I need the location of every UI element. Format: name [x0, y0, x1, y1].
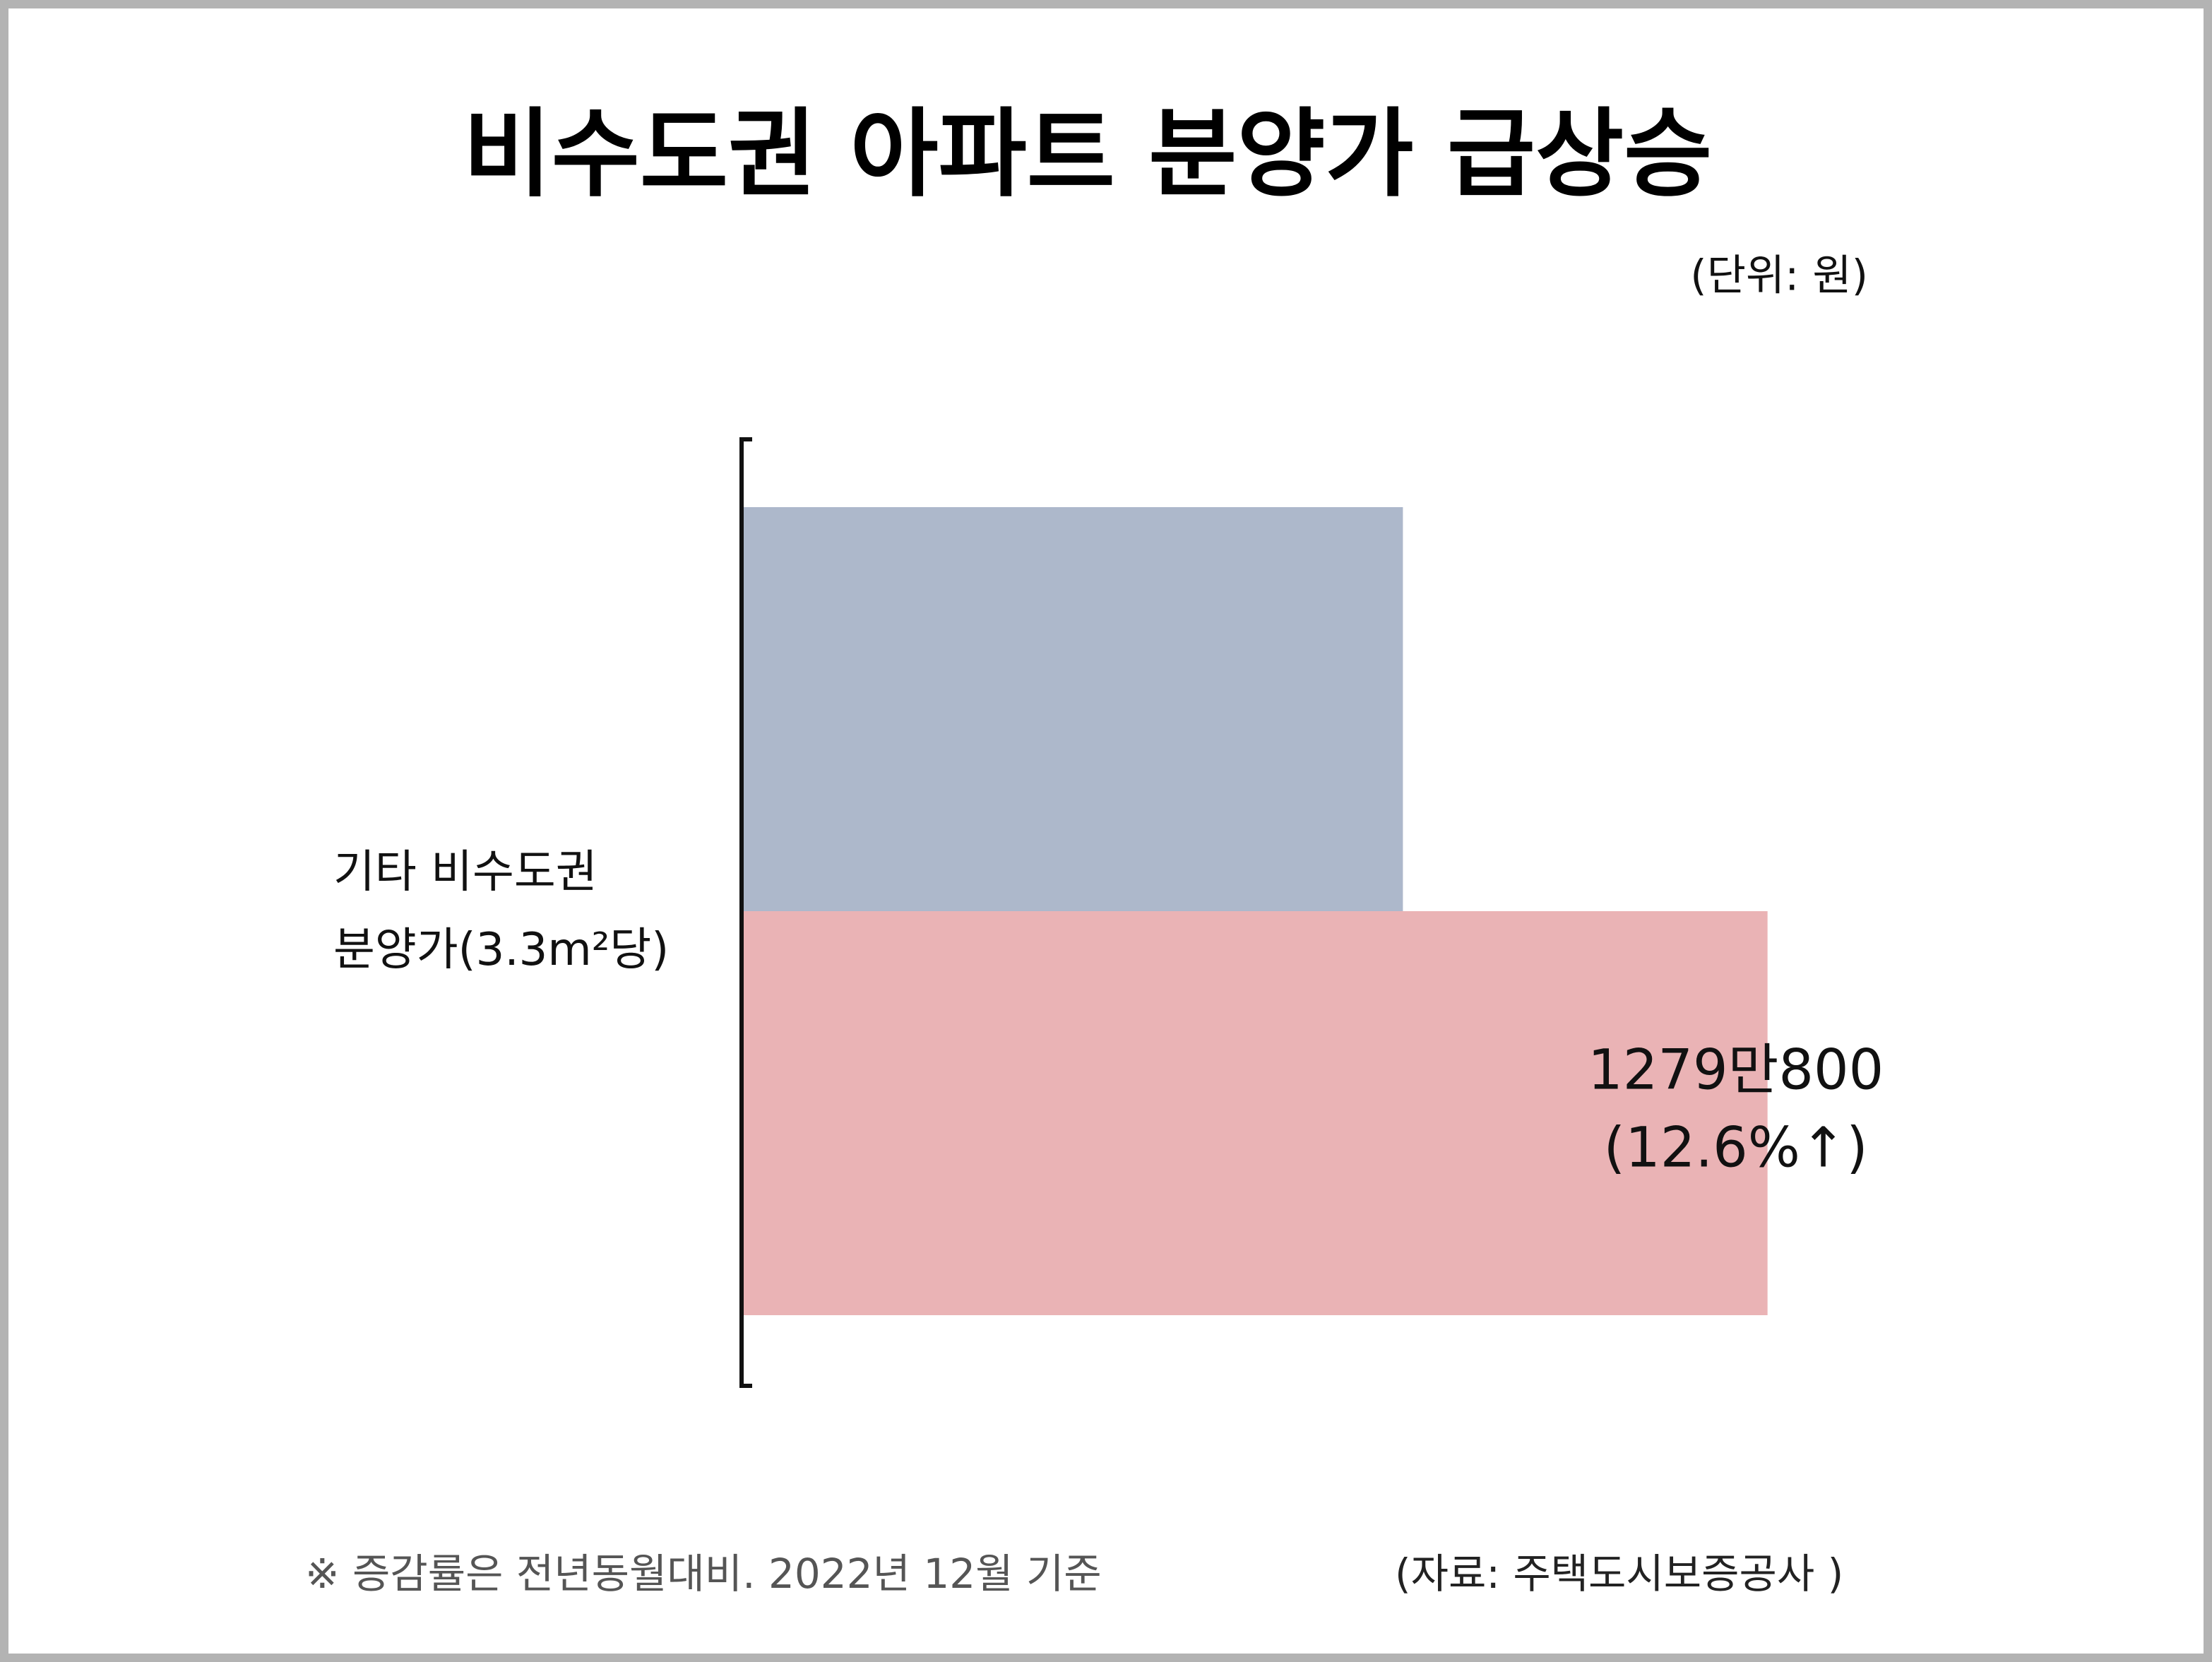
source: (자료: 주택도시보증공사 ) — [1395, 1550, 1843, 1598]
value-label: 1279만800 — [1588, 1038, 1884, 1102]
category-label: 기타 비수도권 분양가(3.3m²당) — [333, 846, 670, 976]
footnote: ※ 증감률은 전년동월대비. 2022년 12월 기준 — [305, 1550, 1102, 1598]
unit-label: (단위: 원) — [1690, 251, 1868, 301]
axis-bracket — [739, 437, 752, 1388]
bar — [742, 507, 1403, 911]
chart-title: 비수도권 아파트 분양가 급상승 — [463, 99, 1713, 210]
bar — [742, 911, 1768, 1315]
annotation: (12.6%↑) — [1604, 1116, 1868, 1180]
